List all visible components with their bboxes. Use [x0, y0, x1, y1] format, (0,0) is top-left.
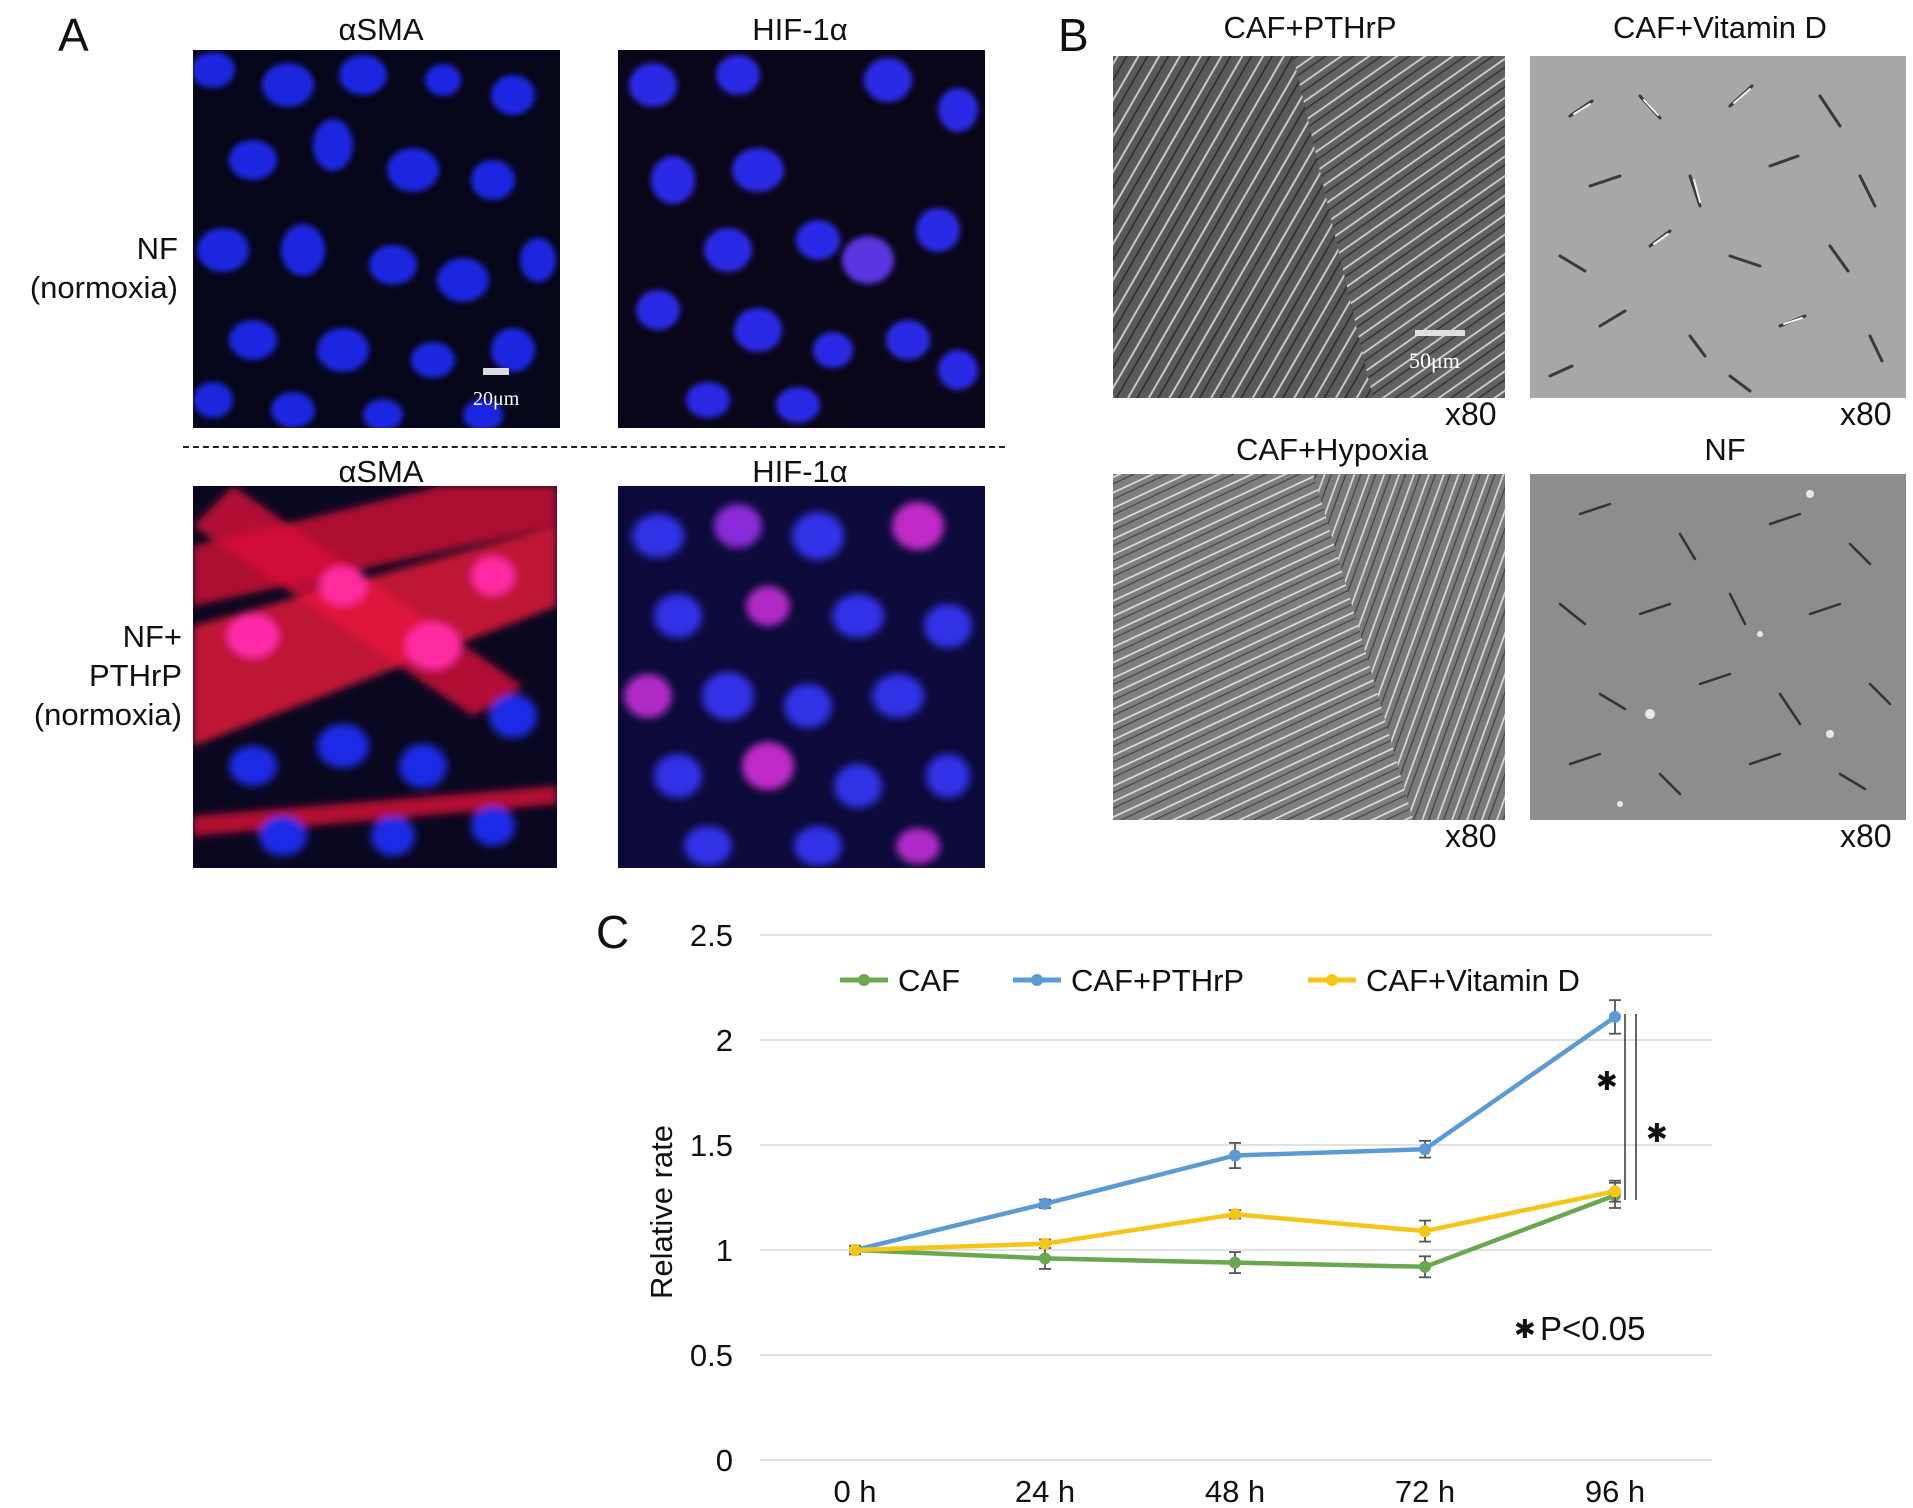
x-tick-labels: 0 h 24 h 48 h 72 h 96 h	[833, 1474, 1645, 1508]
y-tick-label: 0.5	[690, 1338, 733, 1373]
micrograph-nf-hif1a	[618, 50, 985, 428]
data-point	[1229, 1208, 1241, 1221]
scale-bar-50um	[1415, 330, 1465, 336]
micrograph-nf-asma: 20μm	[193, 50, 560, 428]
data-point	[1419, 1260, 1431, 1273]
legend-label: CAF	[898, 963, 960, 998]
panel-a-col-title-hif-top: HIF-1α	[752, 12, 848, 47]
chart-series	[849, 999, 1621, 1279]
data-point	[1039, 1237, 1051, 1250]
x-tick-label: 72 h	[1395, 1474, 1455, 1508]
magnification-label: x80	[1840, 396, 1892, 432]
panel-a-divider	[183, 446, 1005, 448]
x-tick-label: 48 h	[1205, 1474, 1265, 1508]
y-tick-label: 0	[716, 1443, 733, 1478]
row-label-line: (normoxia)	[29, 269, 178, 305]
micrograph-nf	[1530, 474, 1906, 820]
x-tick-label: 0 h	[833, 1474, 876, 1508]
panel-a-col-title-asma-bottom: αSMA	[338, 454, 424, 489]
panel-a-row-label-nf-pthrp: NF+ PTHrP (normoxia)	[0, 618, 182, 734]
series-line	[854, 1193, 1616, 1270]
data-point	[849, 1244, 861, 1256]
row-label-line: NF	[136, 231, 178, 266]
panel-b-title-caf-vitd: CAF+Vitamin D	[1613, 10, 1827, 45]
x-tick-label: 96 h	[1585, 1474, 1645, 1508]
data-point	[1039, 1197, 1051, 1210]
chart-grid	[760, 934, 1712, 1461]
legend-label: CAF+Vitamin D	[1366, 963, 1580, 998]
significance-star: ✱	[1646, 1118, 1668, 1148]
magnification-label: x80	[1445, 818, 1497, 854]
panel-b-title-caf-hypoxia: CAF+Hypoxia	[1235, 432, 1429, 467]
data-point	[1039, 1252, 1051, 1265]
row-label-line: NF+	[122, 619, 182, 654]
legend-swatch-marker	[1031, 974, 1043, 986]
legend-swatch-marker	[858, 974, 870, 986]
significance-note: P<0.05	[1540, 1310, 1646, 1347]
panel-b-title-caf-pthrp: CAF+PTHrP	[1223, 10, 1397, 45]
micrograph-caf-pthrp: 50μm	[1113, 56, 1505, 398]
data-point	[1609, 1185, 1621, 1198]
panel-a-col-title-hif-bottom: HIF-1α	[752, 454, 848, 489]
panel-a-col-title-asma-top: αSMA	[338, 12, 424, 47]
micrograph-nf-pthrp-asma	[193, 486, 557, 868]
magnification-label: x80	[1445, 396, 1497, 432]
micrograph-caf-hypoxia	[1113, 474, 1505, 820]
micrograph-caf-vitamin-d	[1530, 56, 1906, 398]
scale-bar-20um	[483, 368, 509, 375]
chart-legend: CAF CAF+PTHrP CAF+Vitamin D	[840, 963, 1580, 998]
series-line	[854, 1188, 1616, 1253]
y-tick-labels: 0 0.5 1 1.5 2 2.5	[690, 918, 733, 1478]
magnification-label: x80	[1840, 818, 1892, 854]
data-point	[1419, 1143, 1431, 1156]
y-axis-label: Relative rate	[644, 1125, 679, 1299]
micrograph-nf-pthrp-hif1a	[618, 486, 985, 868]
panel-c-letter: C	[596, 906, 630, 958]
panel-b-title-nf: NF	[1704, 432, 1746, 467]
significance-annotations: ✱ ✱ ✱ P<0.05	[1514, 1014, 1668, 1347]
panel-b-letter: B	[1058, 9, 1089, 61]
panel-a-letter: A	[58, 9, 89, 61]
data-point	[1419, 1225, 1431, 1238]
significance-star: ✱	[1514, 1314, 1536, 1344]
data-point	[849, 1244, 861, 1256]
data-point	[1609, 1010, 1621, 1023]
row-label-line: PTHrP	[89, 657, 182, 693]
y-tick-label: 1.5	[690, 1128, 733, 1163]
scale-bar-label: 50μm	[1409, 348, 1460, 373]
panel-a-row-label-nf: NF (normoxia)	[0, 230, 178, 308]
y-tick-label: 2	[716, 1023, 733, 1058]
data-point	[849, 1244, 861, 1256]
x-tick-label: 24 h	[1015, 1474, 1075, 1508]
data-point	[1609, 1189, 1621, 1202]
legend-swatch-marker	[1326, 974, 1338, 986]
significance-star: ✱	[1596, 1066, 1618, 1096]
y-tick-label: 1	[716, 1233, 733, 1268]
legend-label: CAF+PTHrP	[1071, 963, 1244, 998]
data-point	[1229, 1149, 1241, 1162]
scale-bar-label: 20μm	[473, 388, 520, 410]
row-label-line: (normoxia)	[33, 696, 182, 732]
data-point	[1229, 1256, 1241, 1269]
y-tick-label: 2.5	[690, 918, 733, 953]
series-line	[854, 1015, 1617, 1253]
